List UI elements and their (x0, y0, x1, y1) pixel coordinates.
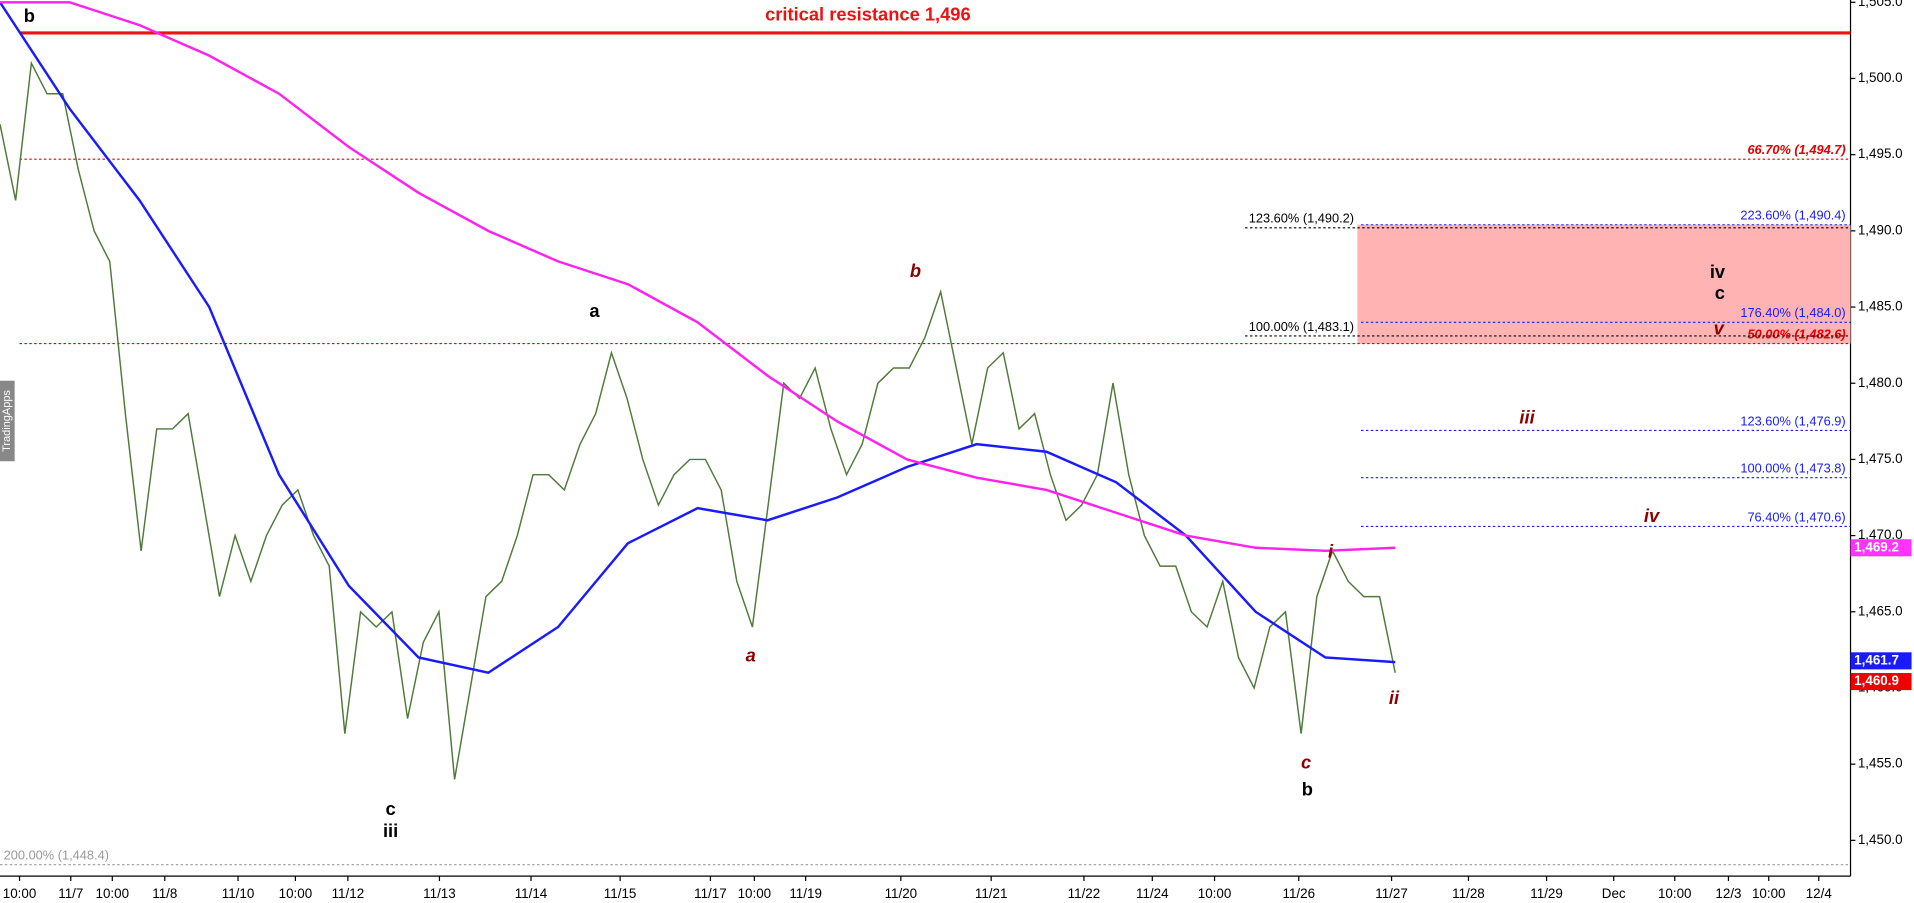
level-label: 176.40% (1,484.0) (1740, 305, 1845, 320)
price-tag (1850, 539, 1912, 557)
x-tick-label: 10:00 (3, 886, 37, 901)
watermark: TradingApps (1, 390, 13, 452)
y-tick-label: 1,505.0 (1858, 0, 1903, 9)
wave-label: iii (383, 820, 398, 841)
price-tag-label: 1,469.2 (1854, 539, 1899, 554)
x-tick-label: 11/22 (1068, 886, 1101, 901)
moving-average (0, 1, 1396, 675)
level-label: 100.00% (1,473.8) (1740, 461, 1845, 476)
x-tick-label: 11/14 (515, 886, 548, 901)
x-tick-label: 10:00 (1198, 886, 1232, 901)
x-tick-label: 11/7 (58, 886, 83, 901)
y-tick-label: 1,455.0 (1858, 756, 1903, 771)
wave-label: c (1301, 752, 1311, 773)
x-tick-label: 11/10 (222, 886, 255, 901)
price-tag (1850, 673, 1912, 691)
x-tick-label: 11/29 (1530, 886, 1563, 901)
x-tick-label: 10:00 (1658, 886, 1692, 901)
price-line (0, 60, 1396, 780)
x-tick-label: 11/13 (423, 886, 456, 901)
x-tick-label: 11/19 (789, 886, 822, 901)
x-tick-label: 10:00 (1752, 886, 1786, 901)
y-tick-label: 1,470.0 (1858, 527, 1903, 542)
y-tick-label: 1,465.0 (1858, 603, 1903, 618)
x-tick-label: 11/17 (694, 886, 727, 901)
resistance-label: critical resistance 1,496 (765, 4, 971, 25)
level-label: 100.00% (1,483.1) (1249, 319, 1354, 334)
wave-label: iv (1710, 261, 1726, 282)
y-tick-label: 1,500.0 (1858, 70, 1903, 85)
x-tick-label: Dec (1602, 886, 1626, 901)
wave-label: b (910, 260, 921, 281)
level-label: 76.40% (1,470.6) (1747, 509, 1845, 524)
wave-label: c (1715, 282, 1725, 303)
price-tag-label: 1,461.7 (1854, 652, 1899, 667)
wave-label: v (1714, 317, 1725, 338)
wave-label: i (1328, 541, 1334, 562)
wave-label: ii (1389, 687, 1400, 708)
wave-label: b (1302, 779, 1313, 800)
wave-label: iv (1644, 505, 1660, 526)
y-tick-label: 1,450.0 (1858, 832, 1903, 847)
x-tick-label: 11/28 (1452, 886, 1485, 901)
x-tick-label: 11/12 (332, 886, 365, 901)
wave-label: c (386, 798, 396, 819)
x-tick-label: 11/24 (1136, 886, 1169, 901)
y-tick-label: 1,495.0 (1858, 146, 1903, 161)
x-tick-label: 11/26 (1283, 886, 1316, 901)
level-label: 50.00% (1,482.6) (1747, 326, 1845, 341)
wave-label: b (24, 5, 35, 26)
x-tick-label: 11/15 (604, 886, 637, 901)
y-tick-label: 1,475.0 (1858, 451, 1903, 466)
price-tag-label: 1,460.9 (1854, 673, 1899, 688)
x-tick-label: 11/21 (975, 886, 1008, 901)
price-tag (1850, 652, 1912, 670)
level-label: 123.60% (1,490.2) (1249, 211, 1354, 226)
y-tick-label: 1,490.0 (1858, 222, 1903, 237)
moving-average (0, 1, 1396, 553)
x-tick-label: 10:00 (96, 886, 130, 901)
level-label: 66.70% (1,494.7) (1747, 142, 1845, 157)
watermark-box (0, 380, 15, 462)
wave-label: iii (1519, 406, 1535, 427)
x-tick-label: 10:00 (738, 886, 772, 901)
level-label: 123.60% (1,476.9) (1740, 413, 1845, 428)
x-tick-label: 12/4 (1806, 886, 1833, 901)
x-tick-label: 11/27 (1375, 886, 1408, 901)
level-label: 223.60% (1,490.4) (1740, 208, 1845, 223)
level-label: 200.00% (1,448.4) (4, 848, 109, 863)
x-tick-label: 10:00 (279, 886, 313, 901)
target-zone (1357, 224, 1851, 344)
wave-label: a (746, 644, 756, 665)
x-tick-label: 11/8 (152, 886, 177, 901)
x-tick-label: 11/20 (885, 886, 918, 901)
y-tick-label: 1,480.0 (1858, 375, 1903, 390)
y-tick-label: 1,485.0 (1858, 299, 1903, 314)
x-tick-label: 12/3 (1715, 886, 1741, 901)
wave-label: a (589, 300, 600, 321)
